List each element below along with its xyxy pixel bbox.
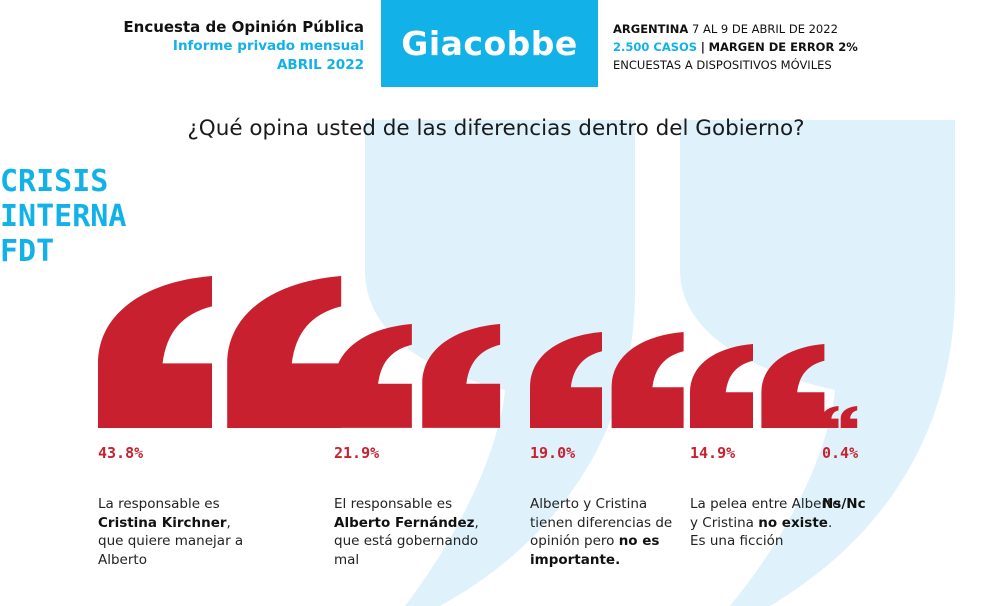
category-label: Alberto y Cristina tienen diferencias de…: [530, 496, 673, 568]
brand-logo: Giacobbe: [381, 0, 598, 87]
category-label: El responsable es Alberto Fernández, que…: [334, 496, 479, 568]
data-label: 19.0%: [530, 444, 576, 462]
section-tag-line: INTERNA: [0, 199, 127, 234]
cases: 2.500 CASOS: [613, 40, 698, 54]
quote-mark-icon: [530, 331, 684, 428]
quote-mark-icon: [98, 276, 342, 428]
category-label: La responsable es Cristina Kirchner, que…: [98, 496, 244, 568]
data-label: 21.9%: [334, 444, 380, 462]
data-label: 14.9%: [690, 444, 736, 462]
margin-of-error: MARGEN DE ERROR 2%: [708, 40, 858, 54]
section-tag-line: CRISIS: [0, 164, 109, 199]
quote-mark-icon: [334, 324, 501, 428]
quote-mark-icon: [690, 343, 825, 428]
section-tag-line: FDT: [0, 234, 55, 269]
survey-details: ARGENTINA 7 AL 9 DE ABRIL DE 2022 2.500 …: [613, 22, 858, 72]
section-tag: CRISIS INTERNA FDT: [0, 164, 126, 269]
quote-mark-icon: [822, 406, 858, 428]
survey-title: Encuesta de Opinión Pública: [123, 18, 364, 36]
category-label: La pelea entre Alberto y Cristina no exi…: [690, 496, 841, 549]
report-type: Informe privado mensual: [172, 38, 364, 54]
country: ARGENTINA: [613, 22, 689, 36]
field-dates: 7 AL 9 DE ABRIL DE 2022: [691, 22, 838, 36]
data-label: 43.8%: [98, 444, 144, 462]
data-label: 0.4%: [822, 444, 859, 462]
report-date: ABRIL 2022: [276, 57, 364, 73]
chart-title: ¿Qué opina usted de las diferencias dent…: [187, 116, 805, 141]
method: ENCUESTAS A DISPOSITIVOS MÓVILES: [613, 58, 832, 72]
survey-header: Encuesta de Opinión Pública Informe priv…: [123, 18, 364, 75]
category-label: Ns/Nc: [822, 496, 866, 512]
